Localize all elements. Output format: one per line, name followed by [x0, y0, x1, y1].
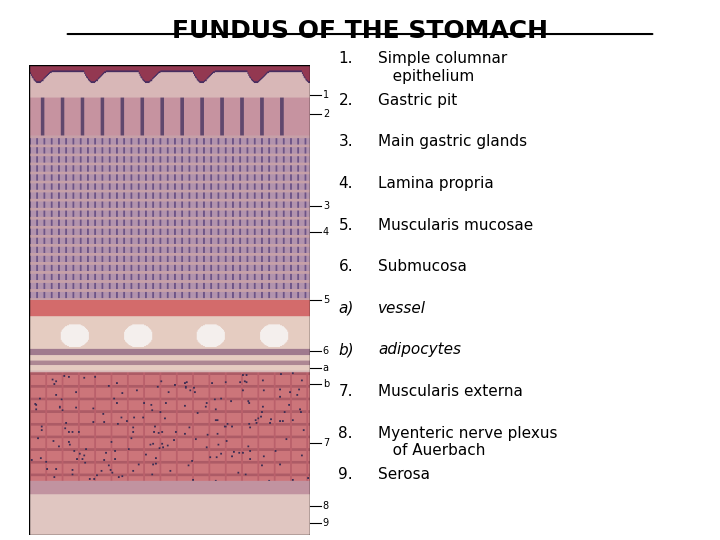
Text: Muscularis externa: Muscularis externa: [378, 384, 523, 399]
Text: Gastric pit: Gastric pit: [378, 93, 457, 108]
Text: 9.: 9.: [338, 467, 353, 482]
Text: 2.: 2.: [338, 93, 353, 108]
Text: b: b: [323, 379, 329, 389]
Text: 9: 9: [323, 518, 329, 528]
Text: 1.: 1.: [338, 51, 353, 66]
Text: 7.: 7.: [338, 384, 353, 399]
Text: Muscularis mucosae: Muscularis mucosae: [378, 218, 534, 233]
Text: b): b): [338, 342, 354, 357]
Text: Myenteric nerve plexus
   of Auerbach: Myenteric nerve plexus of Auerbach: [378, 426, 557, 458]
Text: a): a): [338, 301, 354, 316]
Text: 1: 1: [323, 90, 329, 100]
Text: 3: 3: [323, 201, 329, 211]
Text: Serosa: Serosa: [378, 467, 430, 482]
Text: vessel: vessel: [378, 301, 426, 316]
Text: 2: 2: [323, 109, 329, 119]
Text: 3.: 3.: [338, 134, 353, 150]
Text: Submucosa: Submucosa: [378, 259, 467, 274]
Text: 7: 7: [323, 438, 329, 448]
Text: a: a: [323, 363, 329, 373]
Text: 4: 4: [323, 227, 329, 237]
Text: 8.: 8.: [338, 426, 353, 441]
Text: Lamina propria: Lamina propria: [378, 176, 494, 191]
Text: Simple columnar
   epithelium: Simple columnar epithelium: [378, 51, 508, 84]
Text: Main gastric glands: Main gastric glands: [378, 134, 527, 150]
Text: 6: 6: [323, 346, 329, 356]
Text: adipocytes: adipocytes: [378, 342, 461, 357]
Text: 5.: 5.: [338, 218, 353, 233]
Text: 4.: 4.: [338, 176, 353, 191]
Text: FUNDUS OF THE STOMACH: FUNDUS OF THE STOMACH: [172, 19, 548, 43]
Text: 6.: 6.: [338, 259, 353, 274]
Text: 5: 5: [323, 295, 329, 305]
Text: 8: 8: [323, 502, 329, 511]
